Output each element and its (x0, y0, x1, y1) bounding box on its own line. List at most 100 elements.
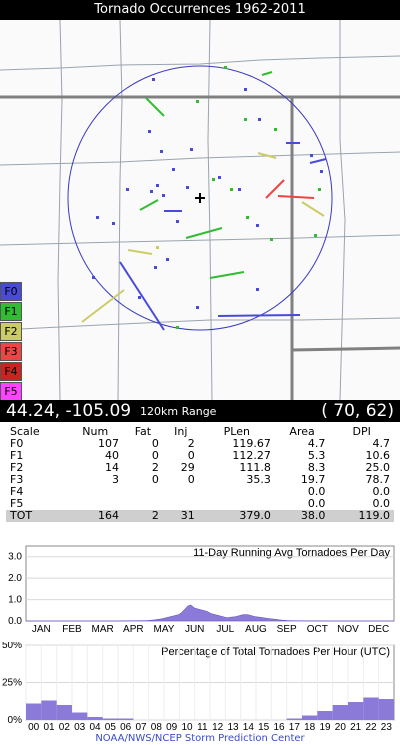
bar (41, 700, 57, 720)
bar (363, 697, 379, 720)
tornado-tracks (81, 71, 327, 331)
stats-cell: F2 (10, 461, 24, 474)
stats-cell (68, 486, 123, 498)
bar (26, 703, 42, 720)
stats-cell: F3 (10, 473, 24, 486)
bar (286, 718, 302, 720)
legend-f5[interactable]: F5 (0, 382, 22, 401)
stats-cell: 111.8 (239, 461, 271, 474)
y-tick-label: 0.0 (8, 616, 22, 627)
legend-f4[interactable]: F4 (0, 362, 22, 381)
bar (102, 718, 118, 720)
total-num: 164 (67, 510, 123, 522)
bar (332, 705, 348, 720)
x-tick-label: 15 (258, 722, 270, 733)
stats-cell: 0 (151, 473, 159, 486)
hourly-pct-chart: Percentage of Total Tornadoes Per Hour (… (2, 642, 395, 733)
stats-cell: 10.6 (365, 449, 391, 462)
x-tick-label: 08 (151, 722, 163, 733)
stats-cell: 119.67 (232, 437, 271, 450)
y-tick-label: 1.0 (8, 595, 22, 606)
y-axis-ticks: 0.0 1.0 2.0 3.0 (8, 552, 22, 627)
legend-f2[interactable]: F2 (0, 322, 22, 341)
x-tick-label: JAN (32, 624, 51, 635)
legend-f0[interactable]: F0 (0, 282, 22, 301)
stats-cell: 4.7 (307, 437, 326, 450)
legend-f3[interactable]: F3 (0, 342, 22, 361)
state-lines (0, 95, 400, 400)
x-tick-label: 14 (243, 722, 255, 733)
chart-title: Percentage of Total Tornadoes Per Hour (… (161, 646, 390, 658)
stats-table: Scale Num Fat Inj PLen Area DPI F0 107 0 2 1… (6, 426, 394, 522)
col-num: Num (82, 425, 109, 438)
bar (302, 715, 318, 720)
bar (56, 705, 72, 720)
col-scale: Scale (10, 425, 40, 438)
col-area: Area (289, 425, 315, 438)
x-tick-label: 05 (105, 722, 117, 733)
bar (118, 718, 134, 720)
x-axis-ticks: JAN FEB MAR APR MAY JUN JUL AUG SEP OCT NOV DEC (32, 624, 389, 635)
stats-cell: 78.7 (365, 473, 391, 486)
bar (87, 717, 103, 720)
stats-cell: 3 (111, 473, 119, 486)
stats-cell: 0.0 (307, 497, 326, 510)
stats-cell: 0 (151, 437, 159, 450)
x-tick-label: 12 (212, 722, 224, 733)
col-plen: PLen (223, 425, 250, 438)
bar (378, 699, 394, 720)
x-tick-label: 19 (319, 722, 331, 733)
total-fat: 2 (122, 510, 163, 522)
col-fat: Fat (134, 425, 152, 438)
stats-row: F5 0.0 0.0 (6, 498, 394, 510)
county-lines (0, 20, 400, 400)
x-tick-label: 01 (43, 722, 55, 733)
stats-cell (163, 486, 199, 498)
stats-cell: 8.3 (307, 461, 326, 474)
x-tick-label: JUL (216, 624, 234, 635)
chart-title: 11-Day Running Avg Tornadoes Per Day (193, 547, 390, 559)
col-inj: Inj (174, 425, 188, 438)
tornado-map[interactable] (0, 20, 400, 400)
x-tick-label: 20 (335, 722, 347, 733)
stats-row: F1 40 0 0 112.27 5.3 10.6 (6, 450, 394, 462)
stats-row: F0 107 0 2 119.67 4.7 4.7 (6, 438, 394, 450)
legend: F0 F1 F2 F3 F4 F5 (0, 282, 22, 402)
stats-cell: 0 (151, 449, 159, 462)
info-bar: 44.24, -105.09 120km Range ( 70, 62) (0, 400, 400, 422)
grid-cell-readout: ( 70, 62) (321, 401, 394, 421)
x-tick-label: 21 (350, 722, 362, 733)
stats-cell: 35.3 (246, 473, 271, 486)
stats-cell: 2 (151, 461, 159, 474)
stats-cell: F5 (10, 497, 24, 510)
stats-cell: F0 (10, 437, 24, 450)
stats-cell: 29 (180, 461, 195, 474)
stats-cell: 2 (187, 437, 195, 450)
series-area (26, 604, 394, 622)
y-axis-ticks: 0% 25% 50% (2, 642, 22, 726)
stats-cell: F1 (10, 449, 24, 462)
stats-cell: F4 (10, 485, 24, 498)
y-tick-label: 2.0 (8, 573, 22, 584)
crosshair-icon (195, 193, 205, 203)
stats-row: F4 0.0 0.0 (6, 486, 394, 498)
bar (72, 712, 88, 720)
stats-total-row: TOT 164 2 31 379.0 38.0 119.0 (6, 510, 394, 522)
total-inj: 31 (162, 510, 199, 522)
x-tick-label: SEP (277, 624, 297, 635)
legend-f1[interactable]: F1 (0, 302, 22, 321)
x-tick-label: MAY (154, 624, 175, 635)
page-title: Tornado Occurrences 1962-2011 (94, 2, 306, 17)
x-tick-label: 16 (273, 722, 285, 733)
x-tick-label: 06 (120, 722, 132, 733)
footer-credit[interactable]: NOAA/NWS/NCEP Storm Prediction Center (95, 733, 305, 744)
stats-cell: 0 (187, 449, 195, 462)
x-tick-label: JUN (185, 624, 204, 635)
stats-cell: 0.0 (307, 485, 326, 498)
x-axis-ticks: 00 01 02 03 04 05 06 07 08 09 10 11 12 13 14 15 16 17 18 19… (28, 722, 392, 733)
coordinate-readout: 44.24, -105.09 (6, 401, 132, 421)
total-area: 38.0 (274, 510, 330, 522)
x-tick-label: 13 (227, 722, 239, 733)
stats-cell: 0.0 (372, 485, 391, 498)
x-tick-label: 03 (74, 722, 86, 733)
